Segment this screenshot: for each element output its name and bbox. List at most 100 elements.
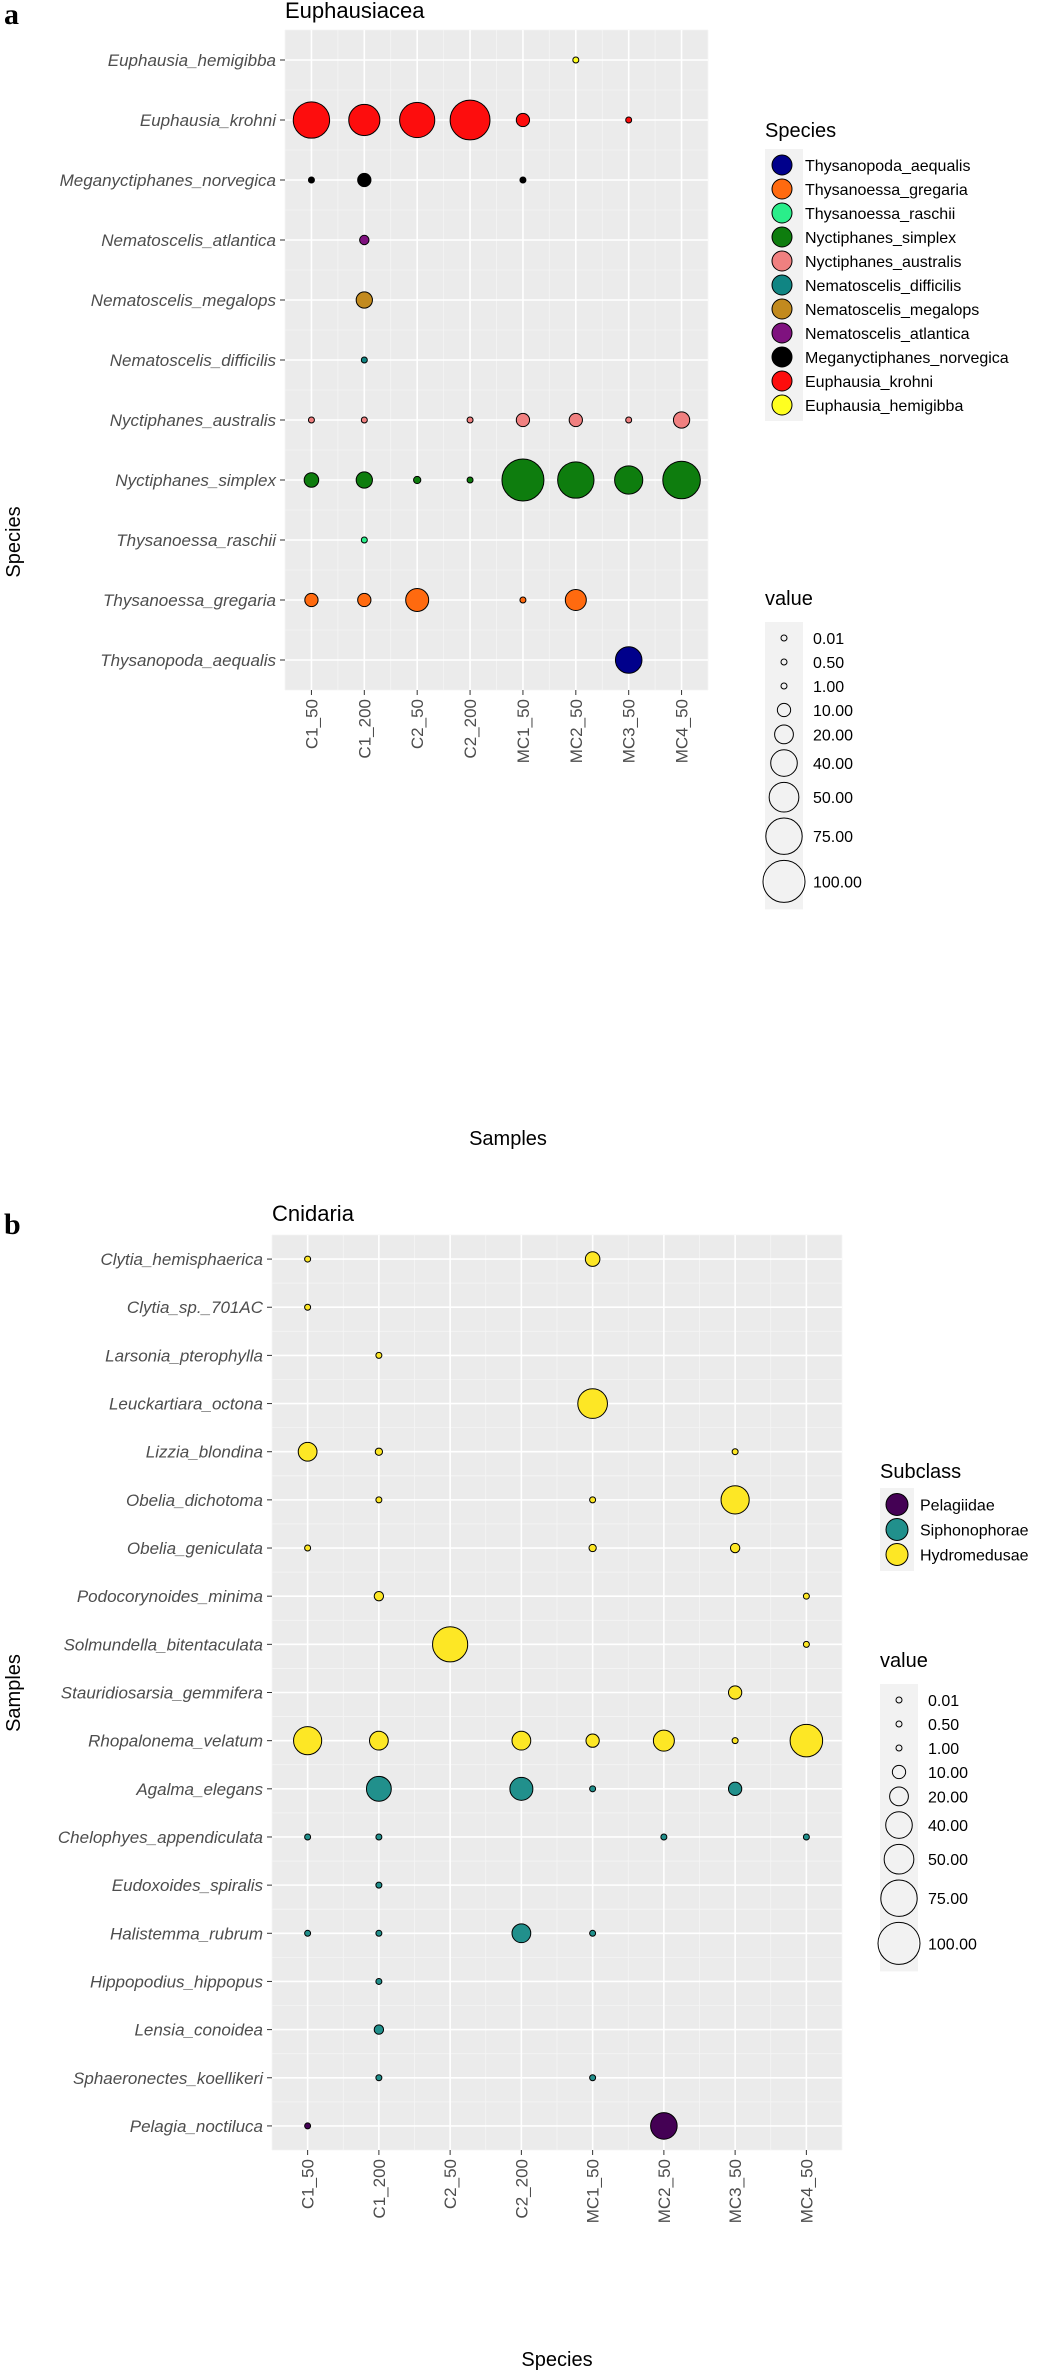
point-lensia-conoidea-c1-200 bbox=[373, 2024, 385, 2035]
point-nyctiphanes-simplex-mc3-50 bbox=[614, 465, 644, 495]
point-rhopalonema-velatum-mc4-50 bbox=[789, 1723, 824, 1758]
size-legend-circle-75-00 bbox=[880, 1879, 918, 1917]
size-legend-label-0-01: 0.01 bbox=[813, 631, 844, 648]
legend-label-meganyctiphanes-norvegica: Meganyctiphanes_norvegica bbox=[805, 350, 1009, 367]
point-euphausia-krohni-mc3-50 bbox=[625, 116, 633, 124]
y-tick-label-podocorynoides-minima: Podocorynoides_minima bbox=[77, 1587, 263, 1606]
legend-label-nyctiphanes-australis: Nyctiphanes_australis bbox=[805, 254, 962, 271]
point-pelagia-noctiluca-mc2-50 bbox=[650, 2112, 678, 2140]
size-legend-label-75-00: 75.00 bbox=[813, 829, 853, 846]
legend-swatch-meganyctiphanes-norvegica bbox=[771, 346, 793, 368]
point-nyctiphanes-australis-c1-200 bbox=[360, 416, 368, 424]
legend-swatch-euphausia-hemigibba bbox=[771, 394, 793, 416]
legend-swatch-nyctiphanes-simplex bbox=[771, 226, 793, 248]
panel-a-y-ticks: Euphausia_hemigibba Euphausia_krohni Megan… bbox=[60, 51, 285, 670]
x-tick-label-c1-50: C1_50 bbox=[302, 699, 321, 749]
x-tick-label-c2-50: C2_50 bbox=[408, 699, 427, 749]
point-chelophyes-appendiculata-c1-200 bbox=[375, 1833, 383, 1841]
legend-swatch-thysanoessa-raschii bbox=[771, 202, 793, 224]
size-legend-circle-100-00 bbox=[877, 1921, 921, 1965]
size-legend-circle-10-00 bbox=[891, 1764, 907, 1780]
legend-swatch-pelagiidae bbox=[885, 1493, 909, 1516]
panel-a-legend: Species Thysanopoda_aequalis Thysanoessa_g… bbox=[762, 120, 1009, 910]
size-legend-label-100-00: 100.00 bbox=[928, 1936, 977, 1953]
size-legend-label-1-00: 1.00 bbox=[813, 679, 844, 696]
point-leuckartiara-octona-mc1-50 bbox=[577, 1388, 608, 1419]
point-thysanoessa-raschii-c1-200 bbox=[360, 536, 368, 544]
legend-swatch-nematoscelis-megalops bbox=[771, 298, 793, 320]
legend-label-euphausia-hemigibba: Euphausia_hemigibba bbox=[805, 398, 963, 415]
legend-label-hydromedusae: Hydromedusae bbox=[920, 1548, 1029, 1565]
point-nyctiphanes-australis-mc2-50 bbox=[568, 412, 583, 428]
panel-a-points bbox=[292, 56, 701, 674]
legend-label-nyctiphanes-simplex: Nyctiphanes_simplex bbox=[805, 230, 956, 247]
point-chelophyes-appendiculata-mc2-50 bbox=[660, 1833, 668, 1841]
x-tick-label-c1-200: C1_200 bbox=[370, 2159, 389, 2219]
color-legend-title: Species bbox=[765, 120, 836, 142]
panel-a-letter: a bbox=[4, 0, 19, 31]
point-nyctiphanes-simplex-c2-50 bbox=[413, 475, 422, 485]
y-tick-label-sphaeronectes-koellikeri: Sphaeronectes_koellikeri bbox=[73, 2069, 264, 2088]
legend-label-pelagiidae: Pelagiidae bbox=[920, 1498, 995, 1515]
point-lizzia-blondina-c1-200 bbox=[374, 1447, 384, 1456]
panel-a: a Euphausiacea Euphausia_hemigibbaEuphau… bbox=[3, 0, 1009, 1150]
y-tick-label-nematoscelis-megalops: Nematoscelis_megalops bbox=[91, 291, 277, 310]
size-legend-label-10-00: 10.00 bbox=[928, 1765, 968, 1782]
point-meganyctiphanes-norvegica-c1-200 bbox=[357, 172, 372, 188]
size-legend-label-100-00: 100.00 bbox=[813, 874, 862, 891]
size-legend-circle-10-00 bbox=[776, 702, 792, 718]
y-tick-label-thysanopoda-aequalis: Thysanopoda_aequalis bbox=[100, 651, 276, 670]
legend-label-nematoscelis-atlantica: Nematoscelis_atlantica bbox=[805, 326, 970, 343]
point-euphausia-krohni-mc1-50 bbox=[515, 112, 531, 128]
panel-a-x-axis-label: Samples bbox=[469, 1128, 547, 1150]
size-legend-circle-20-00 bbox=[774, 724, 794, 745]
legend-swatch-thysanopoda-aequalis bbox=[771, 154, 793, 176]
y-tick-label-stauridiosarsia-gemmifera: Stauridiosarsia_gemmifera bbox=[61, 1684, 263, 1703]
point-obelia-geniculata-c1-50 bbox=[304, 1544, 312, 1552]
y-tick-label-clytia-sp-701ac: Clytia_sp._701AC bbox=[127, 1298, 264, 1317]
size-legend-circle-0-01 bbox=[780, 634, 788, 642]
x-tick-label-mc1-50: MC1_50 bbox=[514, 699, 533, 763]
point-obelia-geniculata-mc3-50 bbox=[729, 1542, 741, 1554]
point-nyctiphanes-australis-mc1-50 bbox=[515, 412, 531, 428]
x-tick-label-mc2-50: MC2_50 bbox=[567, 699, 586, 763]
y-tick-label-pelagia-noctiluca: Pelagia_noctiluca bbox=[130, 2117, 263, 2136]
point-clytia-hemisphaerica-c1-50 bbox=[304, 1255, 312, 1263]
y-tick-label-hippopodius-hippopus: Hippopodius_hippopus bbox=[90, 1972, 263, 1991]
point-agalma-elegans-mc3-50 bbox=[727, 1781, 743, 1796]
point-halistemma-rubrum-c1-200 bbox=[375, 1929, 383, 1937]
x-tick-label-c2-200: C2_200 bbox=[461, 699, 480, 759]
size-legend-circle-50-00 bbox=[768, 781, 800, 813]
point-nyctiphanes-simplex-c1-50 bbox=[303, 472, 320, 488]
point-thysanoessa-gregaria-mc2-50 bbox=[564, 589, 587, 611]
legend-label-thysanopoda-aequalis: Thysanopoda_aequalis bbox=[805, 158, 970, 175]
y-tick-label-nyctiphanes-australis: Nyctiphanes_australis bbox=[110, 411, 277, 430]
x-tick-label-mc2-50: MC2_50 bbox=[655, 2159, 674, 2223]
point-nyctiphanes-australis-c2-200 bbox=[466, 416, 474, 424]
y-tick-label-obelia-geniculata: Obelia_geniculata bbox=[127, 1539, 263, 1558]
panel-a-x-ticks: C1_50 C1_200 C2_50 C2_200 MC1_50 MC2_50 MC3_50… bbox=[302, 690, 692, 763]
point-thysanoessa-gregaria-mc1-50 bbox=[519, 596, 527, 604]
point-rhopalonema-velatum-mc3-50 bbox=[731, 1737, 739, 1745]
size-legend-circle-0-50 bbox=[895, 1720, 903, 1728]
y-tick-label-thysanoessa-raschii: Thysanoessa_raschii bbox=[116, 531, 277, 550]
panel-b-x-ticks: C1_50 C1_200 C2_50 C2_200 MC1_50 MC2_50 MC3_50… bbox=[299, 2150, 816, 2223]
size-legend-label-1-00: 1.00 bbox=[928, 1741, 959, 1758]
y-tick-label-chelophyes-appendiculata: Chelophyes_appendiculata bbox=[58, 1828, 263, 1847]
y-tick-label-leuckartiara-octona: Leuckartiara_octona bbox=[109, 1395, 263, 1414]
x-tick-label-mc3-50: MC3_50 bbox=[726, 2159, 745, 2223]
y-tick-label-nematoscelis-atlantica: Nematoscelis_atlantica bbox=[101, 231, 276, 250]
x-tick-label-mc1-50: MC1_50 bbox=[584, 2159, 603, 2223]
size-legend-circle-0-01 bbox=[895, 1696, 903, 1704]
point-agalma-elegans-c1-200 bbox=[365, 1775, 392, 1802]
panel-b-y-ticks: Clytia_hemisphaerica Clytia_sp._701AC Lars… bbox=[58, 1250, 272, 2136]
point-agalma-elegans-c2-200 bbox=[509, 1776, 534, 1801]
point-meganyctiphanes-norvegica-mc1-50 bbox=[519, 176, 527, 184]
size-legend-circle-20-00 bbox=[889, 1786, 909, 1807]
y-tick-label-nematoscelis-difficilis: Nematoscelis_difficilis bbox=[110, 351, 277, 370]
legend-swatch-hydromedusae bbox=[885, 1543, 909, 1566]
point-clytia-sp-701ac-c1-50 bbox=[304, 1303, 312, 1311]
point-clytia-hemisphaerica-mc1-50 bbox=[584, 1251, 601, 1267]
panel-a-gridlines bbox=[284, 29, 709, 691]
